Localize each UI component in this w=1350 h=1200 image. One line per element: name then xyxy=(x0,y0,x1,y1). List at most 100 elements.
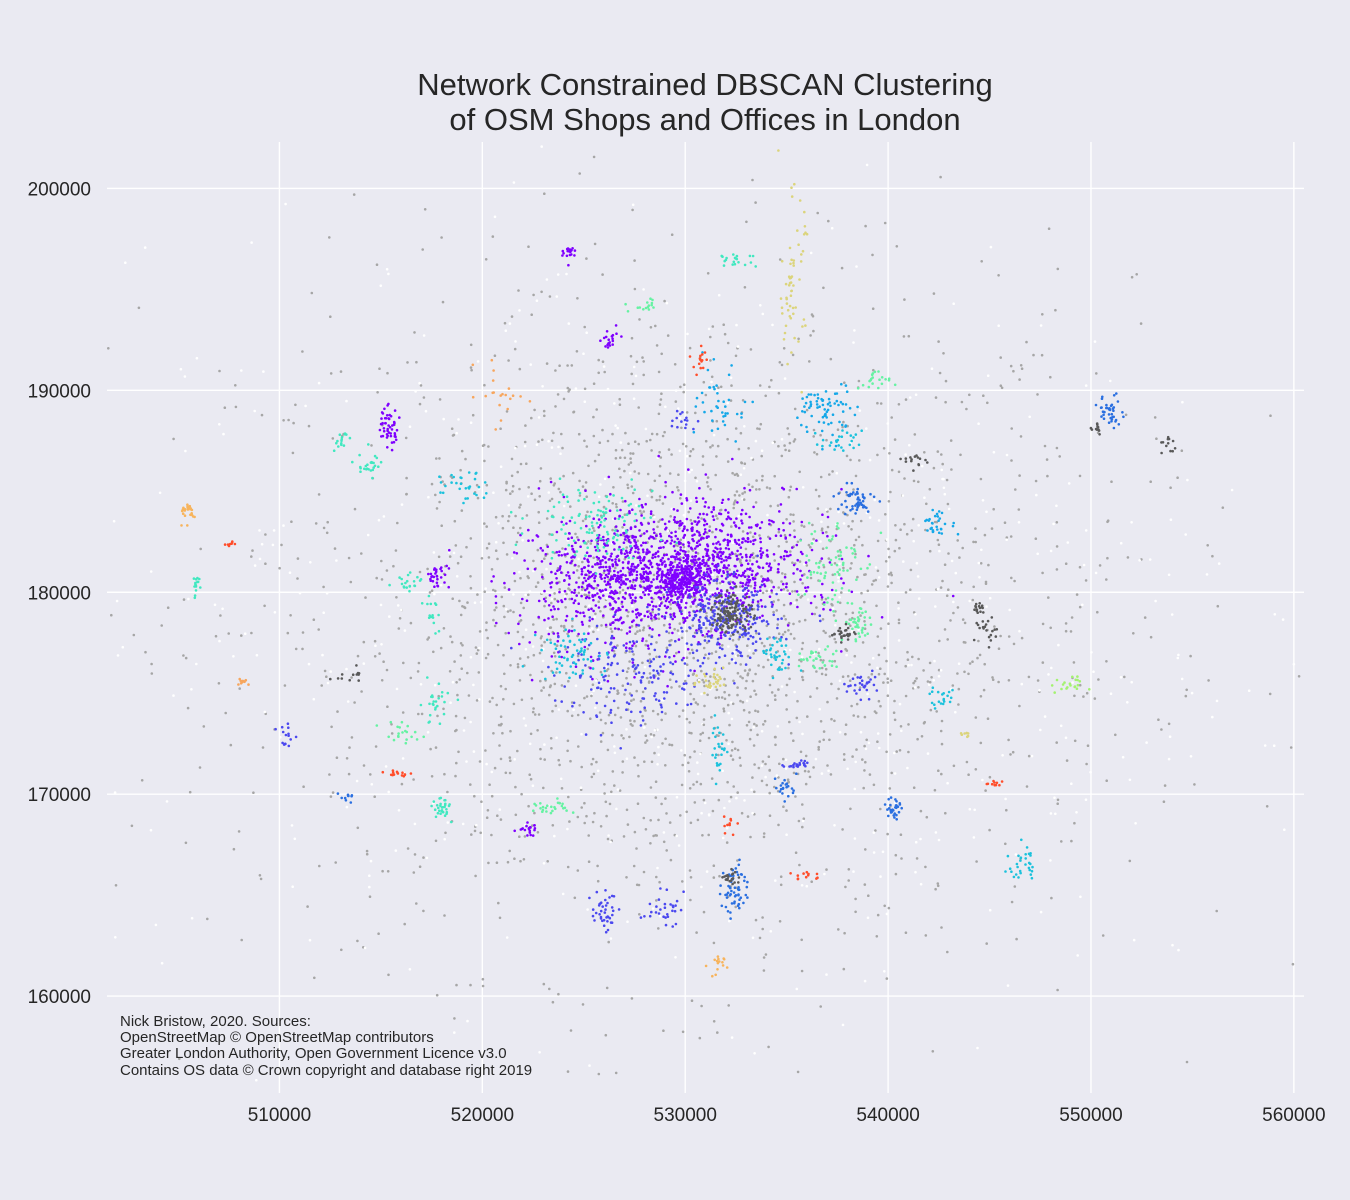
noise-point xyxy=(629,683,632,686)
noise-point xyxy=(593,811,596,815)
noise-point xyxy=(920,735,924,738)
noise-point xyxy=(625,676,628,680)
noise-point xyxy=(712,1020,716,1023)
noise-point xyxy=(566,1070,570,1073)
noise-point xyxy=(312,697,316,701)
cluster-point xyxy=(596,592,599,595)
cluster-point xyxy=(780,588,783,592)
noise-point xyxy=(928,487,932,491)
noise-point xyxy=(537,416,541,419)
noise-point xyxy=(390,723,393,726)
noise-point xyxy=(1005,808,1008,812)
noise-point xyxy=(626,486,630,490)
noise-point xyxy=(736,693,739,697)
noise-point xyxy=(350,736,354,739)
noise-point xyxy=(731,758,735,761)
noise-point xyxy=(619,476,622,479)
noise-point xyxy=(585,495,588,499)
cluster-point xyxy=(574,665,578,668)
cluster-point xyxy=(565,561,569,564)
cluster-point xyxy=(727,631,731,634)
cluster-point xyxy=(563,589,567,593)
cluster-point xyxy=(705,632,709,636)
noise-point xyxy=(936,450,940,453)
noise-point xyxy=(492,618,495,622)
noise-point xyxy=(831,573,835,577)
noise-point xyxy=(548,295,552,298)
cluster-point xyxy=(799,550,803,554)
noise-point xyxy=(739,561,743,565)
noise-point xyxy=(979,477,983,481)
cluster-point xyxy=(761,566,765,570)
noise-point xyxy=(541,659,545,663)
noise-point xyxy=(570,364,574,367)
noise-point xyxy=(591,820,595,824)
noise-point xyxy=(620,448,624,452)
noise-point xyxy=(611,770,615,773)
noise-point xyxy=(1085,691,1089,695)
cluster-point xyxy=(583,645,587,649)
cluster-point xyxy=(640,567,644,571)
cluster-point xyxy=(655,577,659,581)
noise-point xyxy=(768,791,771,795)
noise-point xyxy=(857,535,861,539)
noise-point xyxy=(417,712,420,716)
cluster-point xyxy=(783,558,786,561)
noise-point xyxy=(453,1031,456,1034)
cluster-point xyxy=(696,642,700,646)
noise-point xyxy=(619,456,622,460)
noise-point xyxy=(335,756,339,759)
cluster-point xyxy=(635,566,638,569)
cluster-point xyxy=(603,556,607,560)
noise-point xyxy=(1049,859,1052,862)
noise-point xyxy=(749,531,752,534)
noise-point xyxy=(1043,444,1047,448)
noise-point xyxy=(529,673,532,677)
cluster-point xyxy=(707,564,710,568)
noise-point xyxy=(685,656,689,659)
noise-point xyxy=(1180,677,1184,681)
cluster-point xyxy=(694,551,698,554)
noise-point xyxy=(546,627,549,630)
noise-point xyxy=(846,767,849,771)
cluster-point xyxy=(673,549,677,553)
cluster-point xyxy=(692,539,695,543)
noise-point xyxy=(744,687,747,690)
noise-point xyxy=(560,684,564,687)
noise-point xyxy=(726,460,730,463)
cluster-point xyxy=(693,547,697,550)
noise-point xyxy=(529,777,533,781)
cluster-point xyxy=(755,560,759,563)
noise-point xyxy=(783,630,787,634)
noise-point xyxy=(292,421,295,425)
noise-point xyxy=(1014,488,1017,491)
cluster-point xyxy=(541,575,544,579)
cluster-point xyxy=(727,547,731,551)
noise-point xyxy=(786,427,789,430)
noise-point xyxy=(893,772,897,775)
cluster-point xyxy=(611,649,614,652)
noise-point xyxy=(1109,379,1112,383)
noise-point xyxy=(712,864,716,867)
noise-point xyxy=(818,707,821,711)
noise-point xyxy=(777,391,781,395)
noise-point xyxy=(689,898,692,902)
noise-point xyxy=(1124,413,1128,417)
cluster-point xyxy=(749,615,752,619)
cluster-point xyxy=(665,606,669,610)
cluster-point xyxy=(574,541,577,544)
noise-point xyxy=(494,515,498,519)
cluster-point xyxy=(719,636,723,640)
cluster-point xyxy=(772,585,775,589)
noise-point xyxy=(613,713,617,717)
cluster-point xyxy=(711,610,715,614)
noise-point xyxy=(595,586,598,590)
noise-point xyxy=(974,540,977,544)
cluster-point xyxy=(721,580,725,584)
noise-point xyxy=(455,575,459,578)
noise-point xyxy=(710,627,713,630)
noise-point xyxy=(199,547,202,551)
noise-point xyxy=(628,692,632,695)
noise-point xyxy=(160,624,163,627)
cluster-point xyxy=(588,584,592,588)
